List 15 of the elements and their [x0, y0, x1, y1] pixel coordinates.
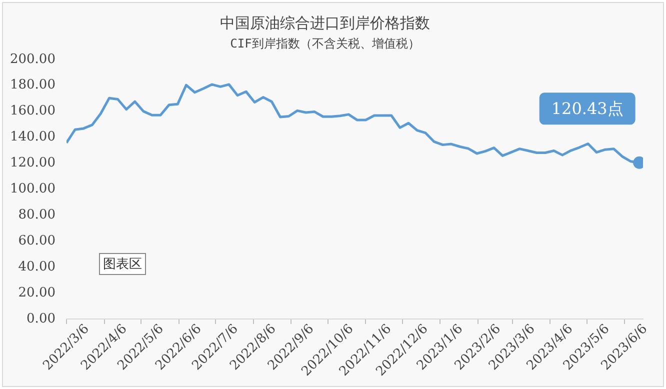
y-tick-label: 160.00	[10, 104, 56, 119]
chart-subtitle: CIF到岸指数（不含关税、增值税）	[230, 36, 420, 50]
y-tick-label: 80.00	[18, 208, 56, 223]
y-tick-label: 40.00	[18, 259, 56, 274]
y-tick-label: 200.00	[10, 52, 56, 67]
y-tick-label: 140.00	[10, 130, 56, 145]
annotation: 图表区	[99, 253, 146, 275]
y-tick-label: 0.00	[26, 311, 56, 326]
data-label: 120.43点	[551, 98, 624, 118]
y-tick-label: 100.00	[10, 182, 56, 197]
y-tick-label: 120.00	[10, 156, 56, 171]
chart-title: 中国原油综合进口到岸价格指数	[220, 14, 430, 32]
y-tick-label: 180.00	[10, 78, 56, 93]
y-tick-label: 60.00	[18, 233, 56, 248]
y-tick-label: 20.00	[18, 285, 56, 300]
